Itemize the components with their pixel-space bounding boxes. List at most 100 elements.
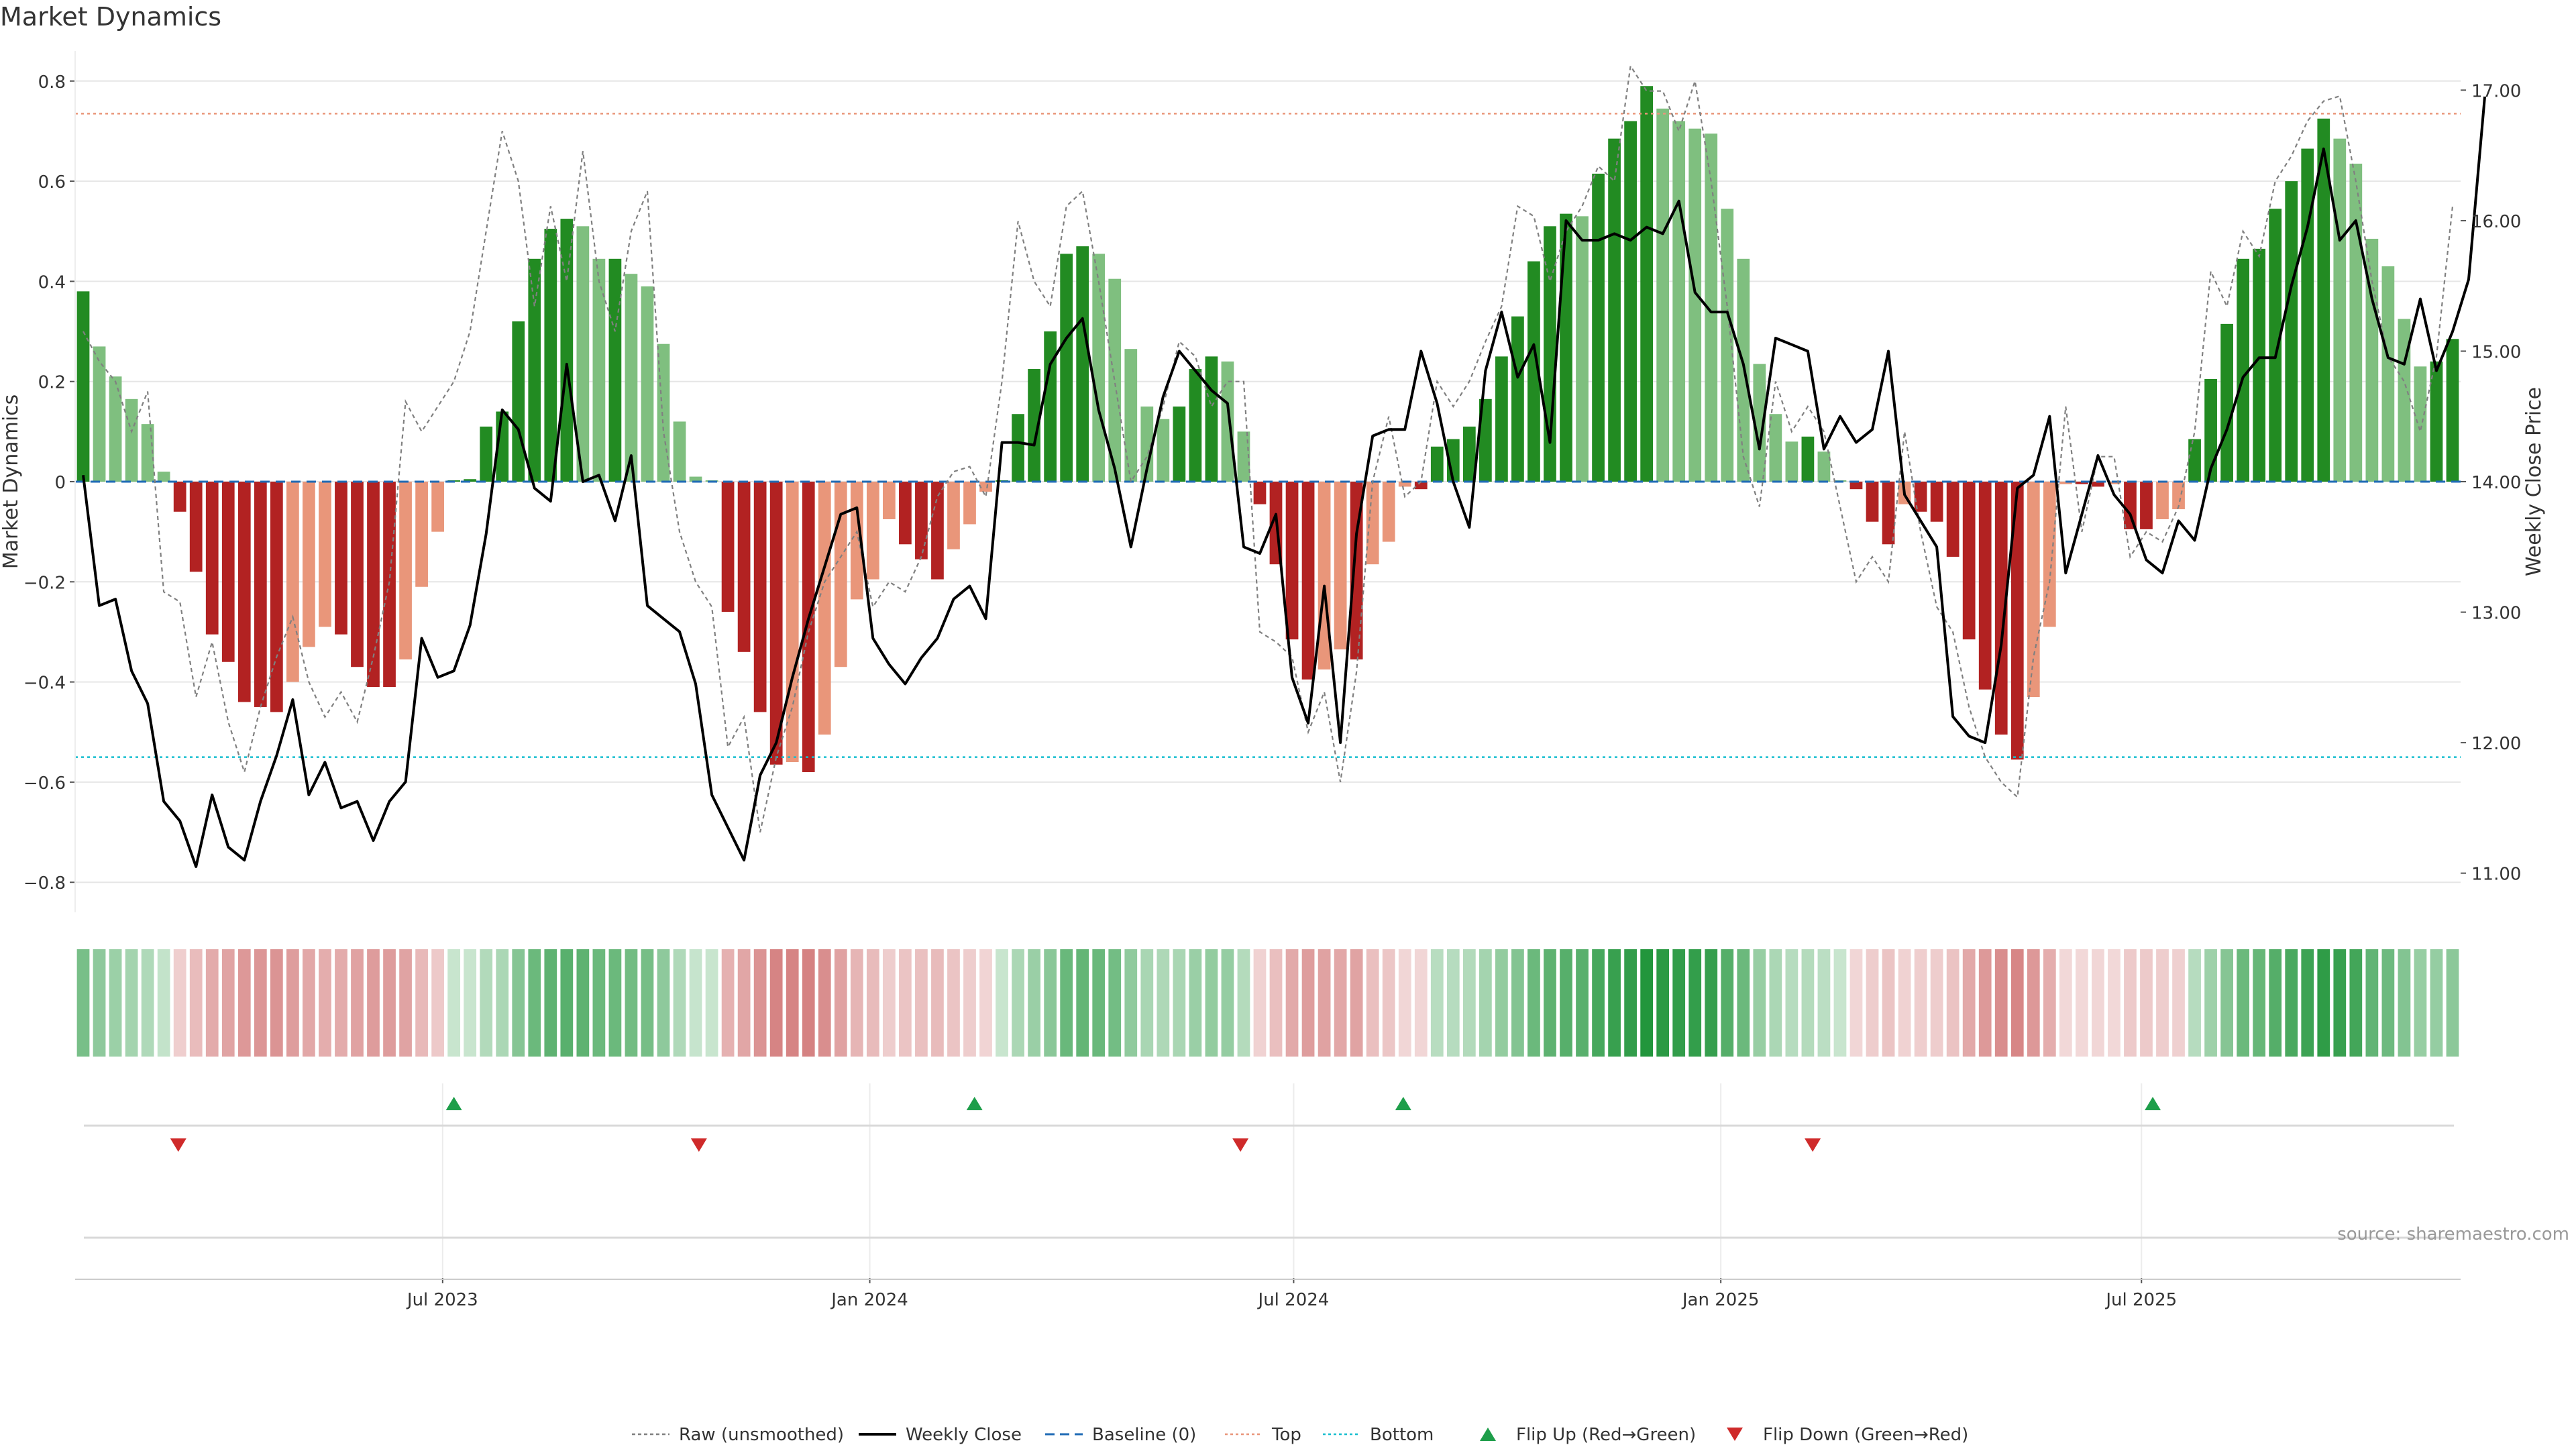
heat-cell [769, 949, 783, 1057]
bar [1350, 482, 1363, 660]
heat-cell [93, 949, 106, 1057]
bar [2398, 319, 2411, 482]
heat-cell [2333, 949, 2347, 1057]
green-up-triangle-icon [1480, 1428, 1496, 1441]
heat-cell [1237, 949, 1250, 1057]
heat-cell [850, 949, 863, 1057]
bar [1849, 482, 1863, 490]
bar [2172, 482, 2185, 510]
bar [1366, 482, 1379, 565]
legend-label: Top [1271, 1425, 1301, 1445]
heat-cell [319, 949, 331, 1057]
heat-cell [899, 949, 912, 1057]
heat-cell [721, 949, 735, 1057]
bar [351, 482, 364, 667]
heat-cell [1382, 949, 1395, 1057]
flip-markers [170, 1097, 2161, 1152]
legend-label: Flip Up (Red→Green) [1516, 1425, 1696, 1445]
bar [2253, 248, 2266, 482]
bar [689, 476, 702, 482]
bar [1511, 316, 1524, 482]
legend-item: Flip Down (Green→Red) [1727, 1425, 1968, 1445]
bar [1301, 482, 1315, 680]
bar [1882, 482, 1895, 545]
bar [1576, 216, 1589, 482]
bar [1817, 451, 1831, 482]
bar [641, 286, 654, 482]
bar [270, 482, 283, 712]
heat-cell [76, 949, 90, 1057]
bar [1108, 278, 1122, 482]
flip-up-marker [2145, 1097, 2161, 1110]
heat-cell [2349, 949, 2363, 1057]
heat-cell [802, 949, 815, 1057]
heat-cell [544, 949, 557, 1057]
heat-cell [947, 949, 960, 1057]
x-tick-label: Jul 2023 [406, 1290, 478, 1310]
heat-cell [1430, 949, 1444, 1057]
y-tick-label: 0.2 [38, 373, 66, 393]
bar [882, 482, 896, 519]
y-axis-label: Market Dynamics [0, 394, 23, 570]
bar [1237, 431, 1250, 482]
heat-cell [2140, 949, 2153, 1057]
bar [657, 343, 670, 482]
flip-down-marker [1805, 1138, 1821, 1152]
heat-cell [1044, 949, 1057, 1057]
bar [125, 398, 138, 482]
heat-cell [1334, 949, 1347, 1057]
heat-cell [1301, 949, 1315, 1057]
bar [1253, 482, 1267, 504]
y2-tick-label: 17.00 [2471, 81, 2521, 101]
x-tick-label: Jul 2025 [2104, 1290, 2177, 1310]
heat-cell [1769, 949, 1782, 1057]
bar [2237, 258, 2250, 482]
bar [1495, 356, 1508, 482]
heat-cell [1285, 949, 1299, 1057]
heat-cell [237, 949, 251, 1057]
heat-cell [2124, 949, 2137, 1057]
bar [2414, 366, 2427, 482]
heat-cell [496, 949, 509, 1057]
heat-cell [1705, 949, 1718, 1057]
heat-cell [1157, 949, 1170, 1057]
heat-cell [1737, 949, 1750, 1057]
bar [2156, 482, 2169, 519]
heat-cell [1108, 949, 1122, 1057]
heat-cell [399, 949, 412, 1057]
heat-cell [673, 949, 686, 1057]
bar [2269, 209, 2282, 482]
chart-title: Market Dynamics [0, 2, 221, 32]
heat-cell [1721, 949, 1734, 1057]
y2-axis-label: Weekly Close Price [2522, 387, 2546, 576]
bar [173, 482, 186, 512]
legend-item: Flip Up (Red→Green) [1480, 1425, 1696, 1445]
heat-strip [76, 949, 2459, 1057]
heat-cell [1350, 949, 1363, 1057]
heat-cell [205, 949, 219, 1057]
bar [1012, 414, 1024, 482]
x-tick-label: Jan 2025 [1681, 1290, 1760, 1310]
heat-cell [560, 949, 574, 1057]
bar [2092, 482, 2104, 487]
legend-item: Raw (unsmoothed) [632, 1425, 844, 1445]
heat-cell [1092, 949, 1106, 1057]
heat-cell [1140, 949, 1154, 1057]
heat-cell [1495, 949, 1508, 1057]
heat-cell [1898, 949, 1911, 1057]
bar [2059, 482, 2072, 484]
bar [512, 321, 525, 482]
bar [1688, 128, 1702, 482]
heat-cell [915, 949, 928, 1057]
y-tick-label: −0.4 [23, 674, 66, 694]
bar [76, 291, 90, 482]
bar [2108, 482, 2121, 484]
bar [1946, 482, 1960, 557]
heat-cell [1608, 949, 1621, 1057]
heat-cell [1930, 949, 1943, 1057]
heat-cell [254, 949, 267, 1057]
heat-cell [882, 949, 896, 1057]
bar [335, 482, 347, 635]
bar [1753, 364, 1766, 482]
bar [1124, 349, 1138, 482]
